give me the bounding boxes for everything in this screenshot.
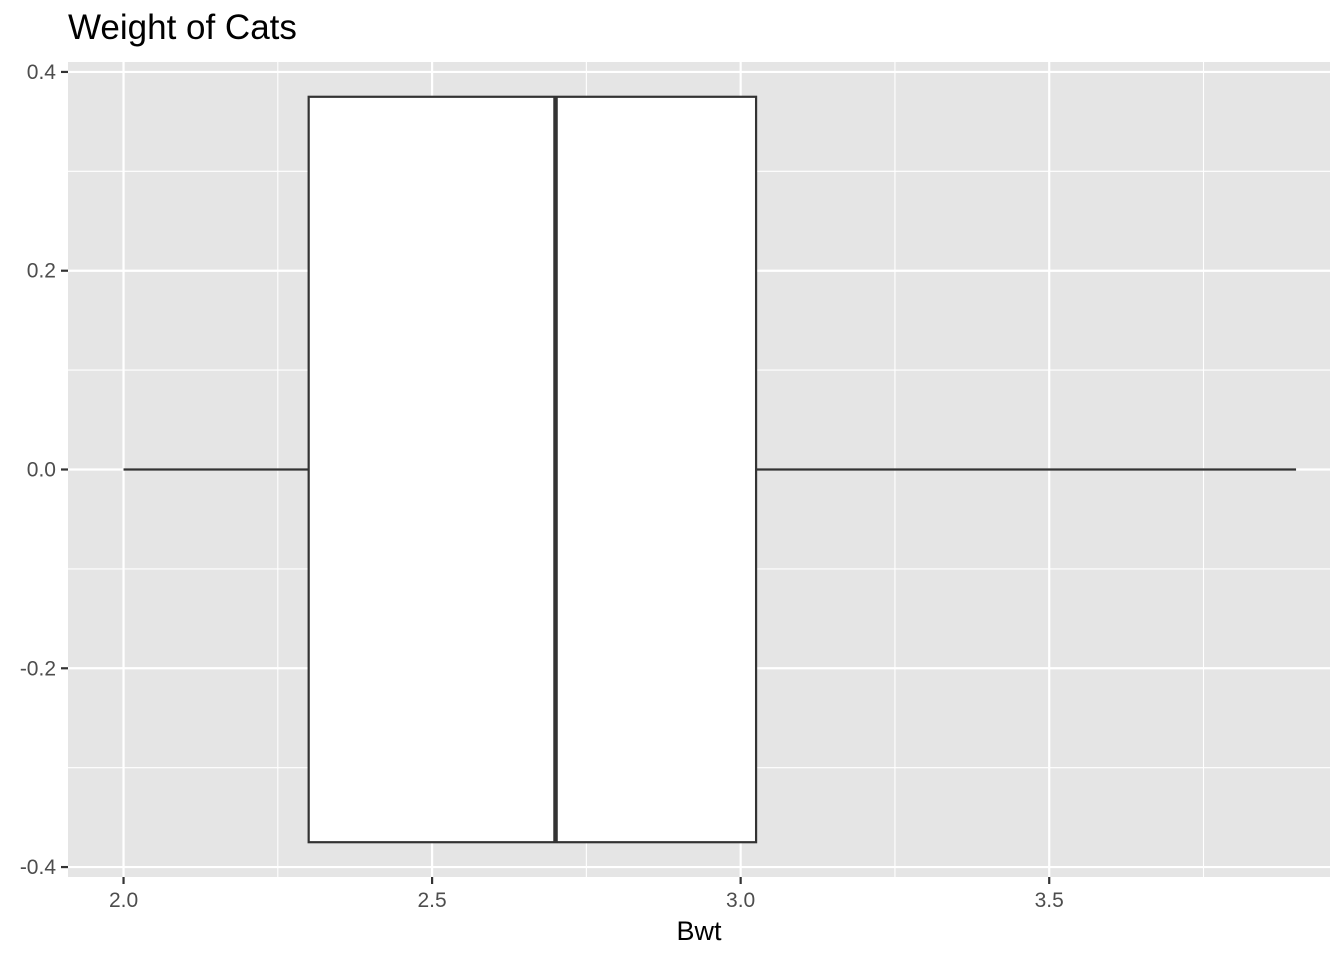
x-tick-label: 2.0 — [109, 889, 138, 912]
y-tick-label: -0.2 — [20, 657, 56, 680]
box-layer — [123, 95, 1297, 844]
chart-title: Weight of Cats — [68, 8, 297, 47]
y-tick-label: -0.4 — [20, 856, 57, 879]
x-axis-ticks: 2.0 2.5 3.0 3.5 — [109, 877, 1064, 912]
y-tick-label: 0.2 — [27, 260, 56, 283]
x-tick-label: 2.5 — [417, 889, 446, 912]
x-tick-label: 3.5 — [1035, 889, 1064, 912]
x-axis-title: Bwt — [676, 916, 722, 946]
x-tick-label: 3.0 — [726, 889, 755, 912]
y-tick-label: 0.4 — [27, 61, 57, 84]
y-tick-label: 0.0 — [27, 459, 56, 482]
iqr-box — [307, 95, 758, 844]
y-axis-ticks: -0.4 -0.2 0.0 0.2 0.4 — [20, 61, 68, 879]
